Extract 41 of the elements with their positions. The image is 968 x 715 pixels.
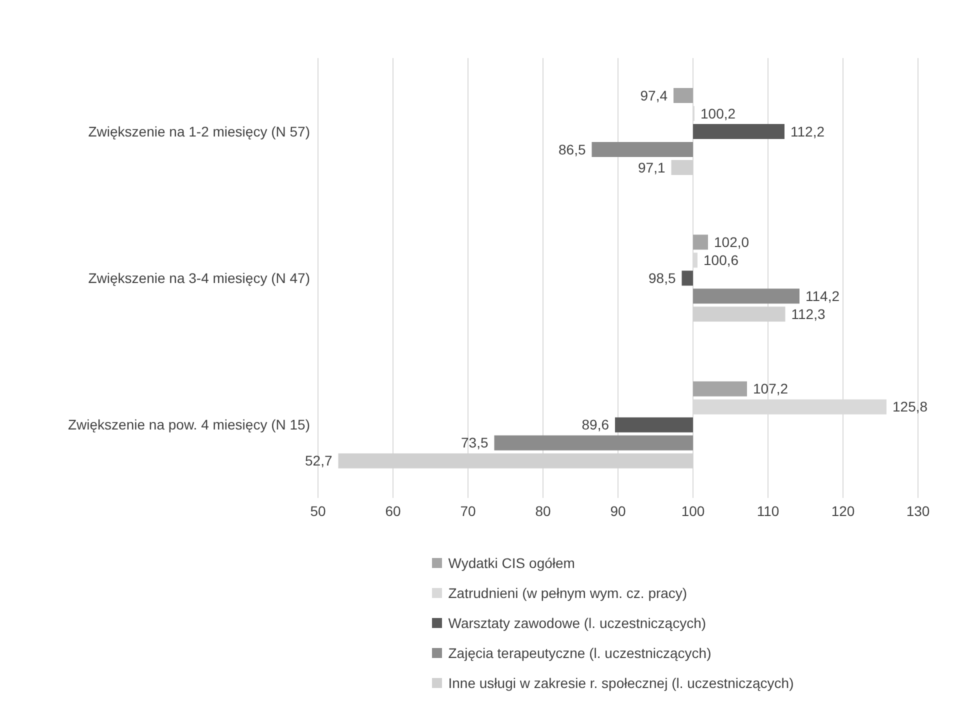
bar [682,270,693,286]
bar [693,124,784,139]
data-label: 107,2 [753,380,788,397]
data-label: 112,2 [790,123,825,140]
x-tick-label: 50 [310,502,326,519]
data-label: 114,2 [806,288,840,304]
legend-label: Inne usługi w zakresie r. społecznej (l. uczestniczących) [448,675,794,691]
bar [615,417,693,432]
data-label: 73,5 [461,434,488,451]
data-label: 98,5 [648,270,676,286]
x-tick-label: 90 [610,502,626,519]
x-tick-label: 120 [831,502,855,519]
bar [674,88,693,103]
y-tick-label: Zwiększenie na 1-2 miesięcy (N 57) [88,123,310,140]
data-label: 102,0 [714,234,750,250]
data-label: 112,3 [791,306,826,322]
bar [693,234,708,250]
data-label: 86,5 [558,141,586,158]
bar [693,381,747,396]
bar [494,435,693,450]
x-tick-label: 60 [385,502,401,519]
data-label: 125,8 [892,398,928,415]
x-tick-label: 110 [756,502,780,519]
x-tick-label: 70 [460,502,476,519]
data-label: 100,2 [700,105,736,122]
bar [693,288,800,304]
data-label: 100,6 [704,252,739,268]
legend-label: Warsztaty zawodowe (l. uczestniczących) [448,615,706,631]
legend-label: Zajęcia terapeutyczne (l. uczestniczących) [448,645,712,661]
data-label: 97,1 [638,159,666,176]
x-tick-label: 100 [681,502,705,519]
data-label: 97,4 [640,87,668,104]
data-label: 89,6 [582,416,610,433]
y-tick-label: Zwiększenie na pow. 4 miesięcy (N 15) [68,416,310,433]
bar [592,142,693,157]
legend-label: Wydatki CIS ogółem [448,555,575,571]
x-tick-label: 130 [906,502,930,519]
legend-label: Zatrudnieni (w pełnym wym. cz. pracy) [448,585,688,601]
y-tick-label: Zwiększenie na 3-4 miesięcy (N 47) [88,270,310,286]
data-label: 52,7 [305,452,332,469]
x-tick-label: 80 [535,502,551,519]
